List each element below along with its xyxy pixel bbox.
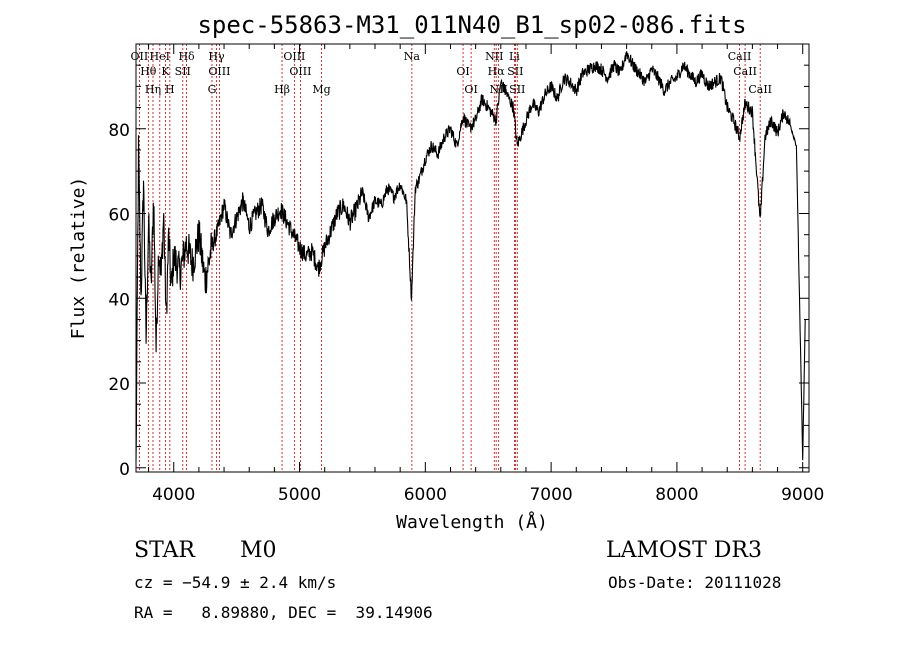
x-tick-label: 8000 (655, 485, 698, 505)
x-tick-label: 4000 (152, 485, 195, 505)
y-tick-label: 40 (108, 290, 130, 310)
line-label-8: G (208, 83, 217, 96)
flux-series-line (135, 51, 806, 462)
line-label-9: Hγ (208, 50, 225, 63)
ra-dec: RA = 8.89880, DEC = 39.14906 (134, 603, 433, 622)
line-label-3: HeI (150, 50, 170, 63)
line-label-6: Hδ (178, 50, 195, 63)
x-tick-label: 5000 (278, 485, 321, 505)
line-label-15: Na (404, 50, 421, 63)
y-tick-label: 80 (108, 121, 130, 141)
line-label-14: Mg (312, 83, 330, 96)
y-tick-label: 60 (108, 206, 130, 226)
line-label-13: OIII (289, 65, 311, 78)
line-label-24: CaII (728, 50, 752, 63)
x-axis-ticks: 4000 5000 6000 7000 8000 9000 (148, 44, 824, 505)
line-label-4: K (161, 65, 170, 78)
line-label-7: SII (175, 65, 191, 78)
line-label-12: OIII (283, 50, 305, 63)
y-axis-label: Flux (relative) (68, 177, 89, 340)
redshift-cz: cz = −54.9 ± 2.4 km/s (134, 573, 337, 592)
line-label-21: Li (509, 50, 520, 63)
y-tick-label: 20 (108, 375, 130, 395)
line-label-16: OI (456, 65, 469, 78)
line-label-25: CaII (733, 65, 757, 78)
y-axis-ticks: 0 20 40 60 80 (108, 43, 809, 480)
line-label-18: NII (485, 50, 503, 63)
plot-frame (135, 43, 810, 473)
line-label-11: Hβ (274, 83, 290, 96)
object-class: STAR (134, 538, 195, 563)
line-label-5: H (165, 83, 175, 96)
line-label-17: OI (464, 83, 477, 96)
line-label-0: OII (131, 50, 149, 63)
line-label-26: CaII (748, 83, 772, 96)
x-tick-label: 7000 (529, 485, 572, 505)
object-subclass: M0 (240, 538, 277, 563)
line-label-22: SII (507, 65, 523, 78)
line-label-10: OIII (208, 65, 230, 78)
y-tick-label: 0 (119, 460, 130, 480)
spectral-line-labels: OIIHθHηHeIKHHδSIIGHγOIIIHβOIIIOIIIMgNaOI… (131, 50, 772, 96)
line-label-1: Hθ (140, 65, 157, 78)
x-axis-label: Wavelength (Å) (396, 511, 548, 533)
obs-date: Obs-Date: 20111028 (608, 573, 782, 592)
x-tick-label: 6000 (404, 485, 447, 505)
survey-name: LAMOST DR3 (606, 538, 762, 563)
line-label-2: Hη (145, 83, 161, 96)
x-tick-label: 9000 (781, 485, 824, 505)
line-label-23: SII (509, 83, 525, 96)
chart-title: spec-55863-M31_011N40_B1_sp02-086.fits (197, 11, 746, 39)
spectral-line-markers (138, 44, 761, 472)
line-label-19: Hα (488, 65, 506, 78)
